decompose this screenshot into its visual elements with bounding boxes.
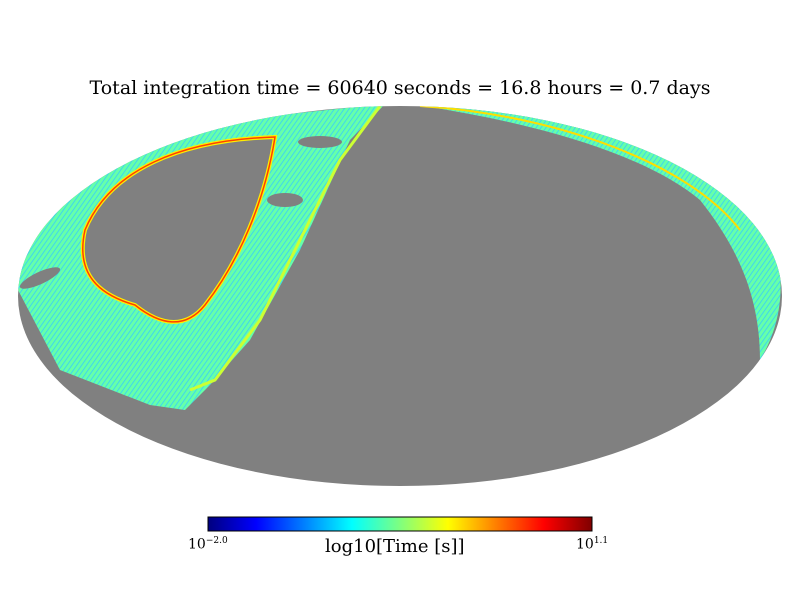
colorbar — [207, 516, 593, 532]
colorbar-max-label: 101.1 — [576, 536, 608, 553]
colorbar-max-exp: 1.1 — [593, 536, 609, 546]
chart-title: Total integration time = 60640 seconds =… — [89, 77, 711, 99]
colorbar-label: log10[Time [s]] — [325, 536, 465, 557]
colorbar-min-label: 10−2.0 — [188, 536, 228, 553]
colorbar-min-exp: −2.0 — [205, 536, 228, 546]
colorbar-max-base: 10 — [576, 536, 594, 553]
colorbar-min-base: 10 — [188, 536, 206, 553]
coverage-ridge — [189, 106, 382, 392]
